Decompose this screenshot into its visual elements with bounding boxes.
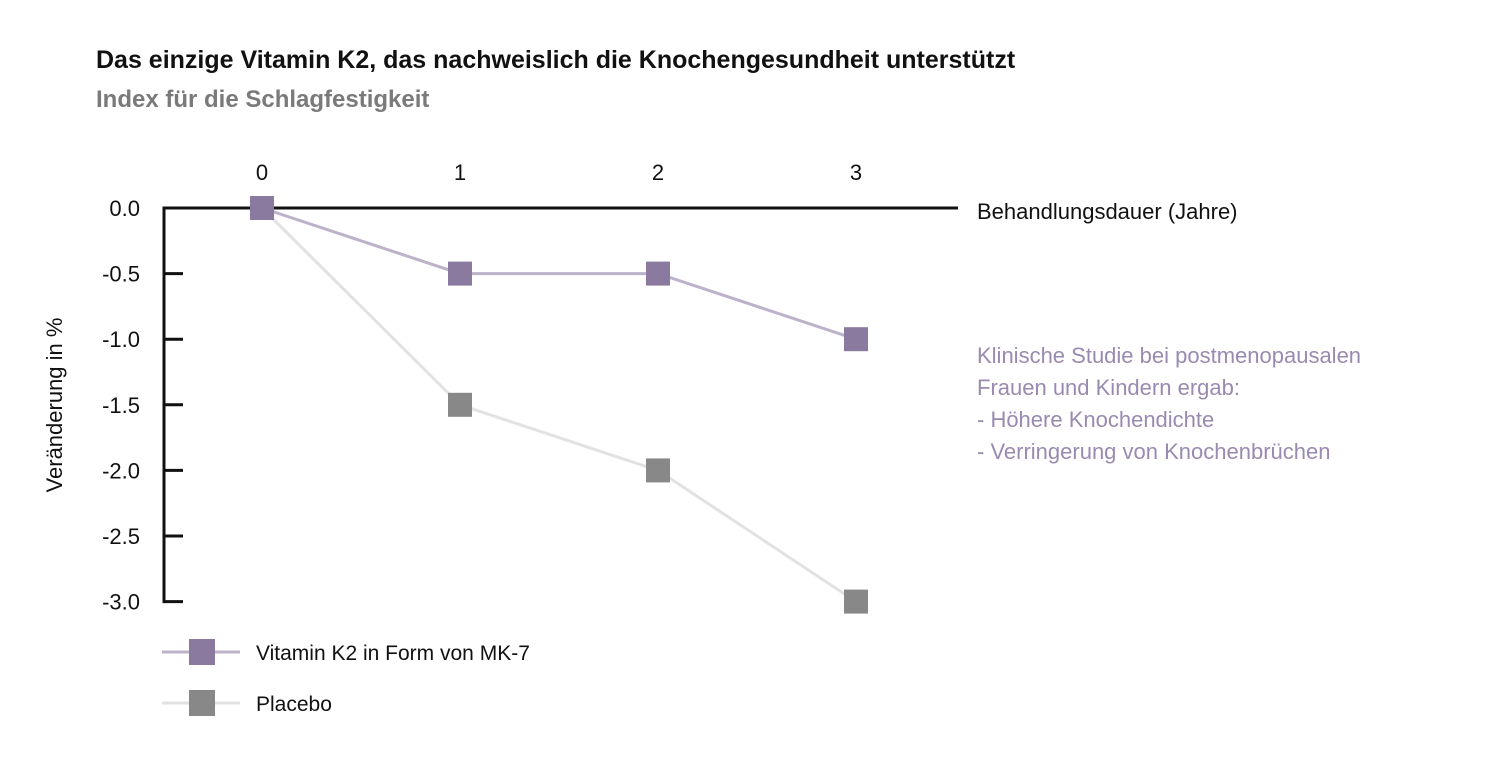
x-axis-label: Behandlungsdauer (Jahre) bbox=[977, 199, 1238, 224]
y-axis-label: Veränderung in % bbox=[42, 318, 67, 493]
x-tick-label: 1 bbox=[454, 160, 466, 185]
data-point bbox=[844, 589, 868, 614]
data-point bbox=[646, 458, 670, 483]
legend-marker bbox=[189, 690, 215, 716]
annotation-line: Frauen und Kindern ergab: bbox=[977, 375, 1240, 400]
data-point bbox=[844, 327, 868, 352]
series-line bbox=[261, 206, 857, 341]
x-tick-label: 0 bbox=[256, 160, 268, 185]
chart-title: Das einzige Vitamin K2, das nachweislich… bbox=[96, 46, 1016, 74]
data-point bbox=[448, 392, 472, 417]
annotation-line: - Verringerung von Knochenbrüchen bbox=[977, 439, 1331, 464]
data-point bbox=[448, 261, 472, 286]
data-point bbox=[250, 196, 274, 220]
study-annotation: Klinische Studie bei postmenopausalen Fr… bbox=[977, 340, 1361, 468]
y-tick-label: -3.0 bbox=[102, 590, 140, 615]
y-tick-label: 0.0 bbox=[109, 196, 140, 221]
chart-subtitle: Index für die Schlagfestigkeit bbox=[96, 86, 430, 113]
legend-label: Placebo bbox=[256, 693, 332, 716]
y-tick-label: -0.5 bbox=[102, 262, 140, 287]
y-tick-label: -1.0 bbox=[102, 327, 140, 352]
annotation-line: Klinische Studie bei postmenopausalen bbox=[977, 343, 1362, 368]
y-tick-label: -1.5 bbox=[102, 393, 140, 418]
series-line bbox=[260, 206, 857, 603]
y-tick-label: -2.0 bbox=[102, 458, 140, 483]
y-tick-label: -2.5 bbox=[102, 524, 140, 549]
x-tick-label: 2 bbox=[652, 160, 664, 185]
legend-label: Vitamin K2 in Form von MK-7 bbox=[256, 642, 530, 665]
data-point bbox=[646, 261, 670, 286]
legend-marker bbox=[189, 639, 215, 665]
x-tick-label: 3 bbox=[850, 160, 862, 185]
annotation-line: - Höhere Knochendichte bbox=[977, 407, 1215, 432]
